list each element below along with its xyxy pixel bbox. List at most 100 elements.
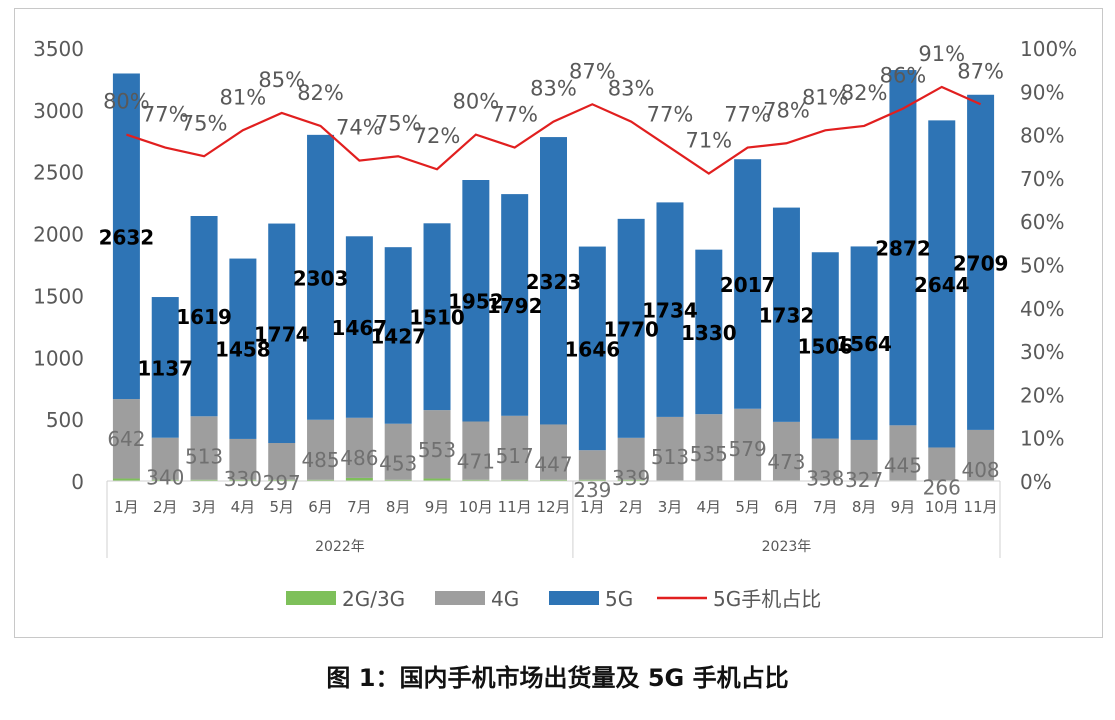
label-4g-2: 340 (146, 466, 184, 490)
x-tick-label-19: 7月 (813, 498, 838, 516)
label-4g-12: 447 (534, 452, 572, 476)
y-left-tick-label: 0 (71, 470, 84, 494)
label-share-2: 77% (142, 103, 189, 127)
label-share-17: 77% (724, 103, 771, 127)
bar-5g-23 (967, 94, 995, 430)
x-tick-label-6: 6月 (308, 498, 333, 516)
bar-4g-10 (462, 421, 490, 480)
y-right-tick-label: 90% (1020, 80, 1064, 104)
y-right-tick-label: 70% (1020, 167, 1064, 191)
label-4g-4: 330 (224, 467, 262, 491)
bar-2g3g-14 (617, 479, 645, 481)
label-share-23: 87% (957, 59, 1004, 83)
label-share-1: 80% (103, 90, 150, 114)
y-left-tick-label: 2000 (33, 223, 84, 247)
label-4g-14: 339 (612, 466, 650, 490)
label-5g-12: 2323 (526, 270, 582, 294)
label-4g-16: 535 (690, 442, 728, 466)
label-share-7: 74% (336, 116, 383, 140)
label-4g-17: 579 (729, 437, 767, 461)
year-group-label-2: 2023年 (762, 539, 812, 555)
bar-5g-22 (928, 120, 956, 448)
label-5g-8: 1427 (370, 324, 426, 348)
label-4g-3: 513 (185, 444, 223, 468)
bar-4g-11 (501, 415, 529, 480)
bar-5g-20 (850, 246, 878, 440)
label-4g-20: 327 (845, 468, 883, 492)
label-5g-5: 1774 (254, 322, 310, 346)
bar-2g3g-7 (345, 477, 373, 481)
x-tick-label-23: 11月 (964, 498, 998, 516)
bar-4g-21 (889, 425, 917, 481)
bar-4g-4 (229, 438, 257, 480)
bar-4g-6 (307, 419, 335, 480)
bar-4g-16 (695, 414, 723, 481)
bar-4g-12 (540, 424, 567, 480)
bar-4g-3 (190, 416, 218, 480)
label-share-18: 78% (763, 98, 810, 122)
x-tick-label-11: 11月 (498, 498, 532, 516)
label-share-12: 83% (530, 77, 577, 101)
bar-4g-9 (423, 410, 451, 479)
legend-5g-label: 5G (605, 587, 633, 611)
bar-5g-21 (889, 70, 917, 426)
bar-4g-18 (772, 421, 800, 481)
legend-5g-label: 5G手机占比 (713, 587, 821, 611)
bar-2g3g-13 (578, 479, 606, 481)
bar-4g-13 (578, 450, 606, 480)
y-left-tick-label: 1000 (33, 346, 84, 370)
y-right-tick-label: 10% (1020, 427, 1064, 451)
bar-5g-8 (384, 247, 412, 424)
label-5g-9: 1510 (409, 306, 465, 330)
x-tick-label-17: 5月 (735, 498, 760, 516)
bar-5g-1 (112, 73, 140, 400)
label-share-19: 81% (802, 85, 849, 109)
x-tick-label-3: 3月 (192, 498, 217, 516)
bar-5g-2 (151, 297, 179, 438)
bar-5g-3 (190, 216, 218, 417)
figure-caption: 图 1：国内手机市场出货量及 5G 手机占比 (326, 664, 789, 692)
label-4g-13: 239 (573, 478, 611, 502)
bar-4g-20 (850, 439, 878, 481)
bar-2g3g-9 (423, 478, 451, 481)
bar-5g-10 (462, 180, 490, 422)
label-5g-18: 1732 (759, 304, 815, 328)
label-5g-11: 1792 (487, 294, 543, 318)
label-share-10: 80% (453, 90, 500, 114)
label-5g-4: 1458 (215, 338, 271, 362)
x-tick-label-20: 8月 (852, 498, 877, 516)
label-5g-7: 1467 (332, 316, 388, 340)
x-tick-label-8: 8月 (386, 498, 411, 516)
label-4g-21: 445 (884, 453, 922, 477)
label-5g-3: 1619 (176, 305, 232, 329)
legend-2g3g-swatch (286, 591, 336, 605)
label-4g-1: 642 (107, 427, 145, 451)
label-5g-23: 2709 (953, 251, 1009, 275)
y-right-tick-label: 50% (1020, 254, 1064, 278)
label-5g-10: 1952 (448, 290, 504, 314)
legend-5g-swatch (549, 591, 599, 605)
bar-2g3g-11 (501, 479, 529, 481)
label-share-21: 86% (880, 64, 927, 88)
label-4g-7: 486 (340, 446, 378, 470)
bar-5g-16 (695, 249, 723, 415)
bar-4g-5 (268, 443, 296, 480)
label-share-22: 91% (918, 42, 965, 66)
x-tick-label-1: 1月 (114, 498, 139, 516)
x-tick-label-7: 7月 (347, 498, 372, 516)
bar-5g-19 (811, 252, 839, 439)
label-4g-23: 408 (961, 458, 999, 482)
label-share-4: 81% (220, 85, 267, 109)
bar-5g-9 (423, 223, 451, 411)
label-5g-6: 2303 (293, 266, 349, 290)
label-share-14: 83% (608, 77, 655, 101)
label-share-20: 82% (841, 81, 888, 105)
x-tick-label-22: 10月 (925, 498, 959, 516)
bar-5g-13 (578, 246, 606, 451)
label-4g-15: 513 (651, 445, 689, 469)
label-4g-11: 517 (496, 444, 534, 468)
year-group-label-1: 2022年 (315, 539, 365, 555)
bar-4g-1 (112, 399, 140, 479)
bar-2g3g-8 (384, 479, 412, 481)
label-4g-8: 453 (379, 452, 417, 476)
